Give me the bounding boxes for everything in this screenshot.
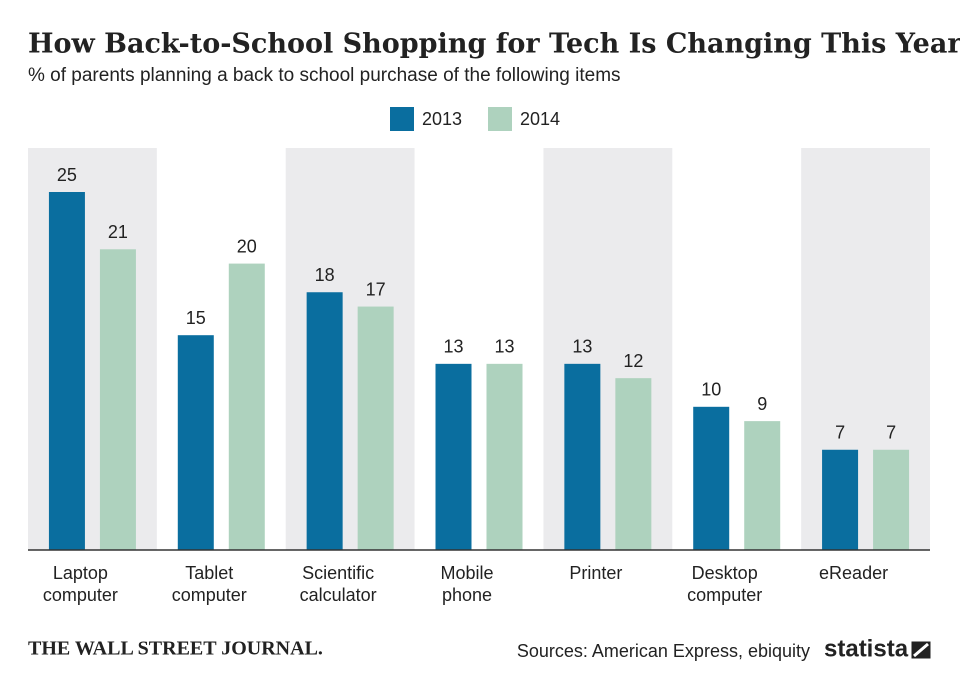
value-label: 7 <box>886 423 896 443</box>
value-label: 15 <box>186 308 206 328</box>
x-tick-label: Tablet computer <box>171 563 247 605</box>
value-label: 20 <box>237 236 257 256</box>
x-tick-label: Laptop computer <box>42 563 118 605</box>
bar <box>48 192 85 550</box>
legend-label: 2013 <box>422 109 462 129</box>
category-band <box>28 148 157 550</box>
legend-label: 2014 <box>520 109 560 129</box>
chart-subtitle: % of parents planning a back to school p… <box>28 65 621 86</box>
category-band <box>543 148 673 550</box>
bar <box>822 449 859 550</box>
value-label: 17 <box>366 279 386 299</box>
value-label: 21 <box>108 222 128 242</box>
value-label: 12 <box>623 351 643 371</box>
brand-icon <box>908 638 934 662</box>
x-tick-label: eReader <box>819 563 889 583</box>
bar <box>306 292 343 550</box>
bar <box>228 263 265 550</box>
value-label: 18 <box>315 265 335 285</box>
value-label: 13 <box>572 337 592 357</box>
x-tick-label: Mobile phone <box>440 563 494 605</box>
bar <box>486 363 523 550</box>
category-band <box>801 148 930 550</box>
publisher: THE WALL STREET JOURNAL. <box>28 638 323 660</box>
legend-swatch <box>488 107 512 131</box>
x-tick-label: Desktop computer <box>687 563 763 605</box>
category-band <box>285 148 415 550</box>
value-label: 13 <box>494 337 514 357</box>
bar <box>357 306 394 550</box>
bar <box>177 335 214 550</box>
source: Sources: American Express, ebiquity <box>517 641 810 661</box>
bar <box>615 378 652 550</box>
value-label: 7 <box>835 423 845 443</box>
bar <box>873 449 910 550</box>
value-label: 25 <box>57 165 77 185</box>
value-label: 9 <box>757 394 767 414</box>
brand: statista <box>824 635 909 662</box>
chart-title: How Back-to-School Shopping for Tech Is … <box>28 29 960 60</box>
legend-swatch <box>390 107 414 131</box>
x-tick-label: Printer <box>569 563 623 583</box>
bar <box>564 363 601 550</box>
x-tick-label: Scientific calculator <box>299 563 377 605</box>
bar <box>693 406 730 550</box>
bar <box>744 421 781 550</box>
value-label: 13 <box>443 337 463 357</box>
bar <box>99 249 136 550</box>
bar <box>435 363 472 550</box>
value-label: 10 <box>701 380 721 400</box>
